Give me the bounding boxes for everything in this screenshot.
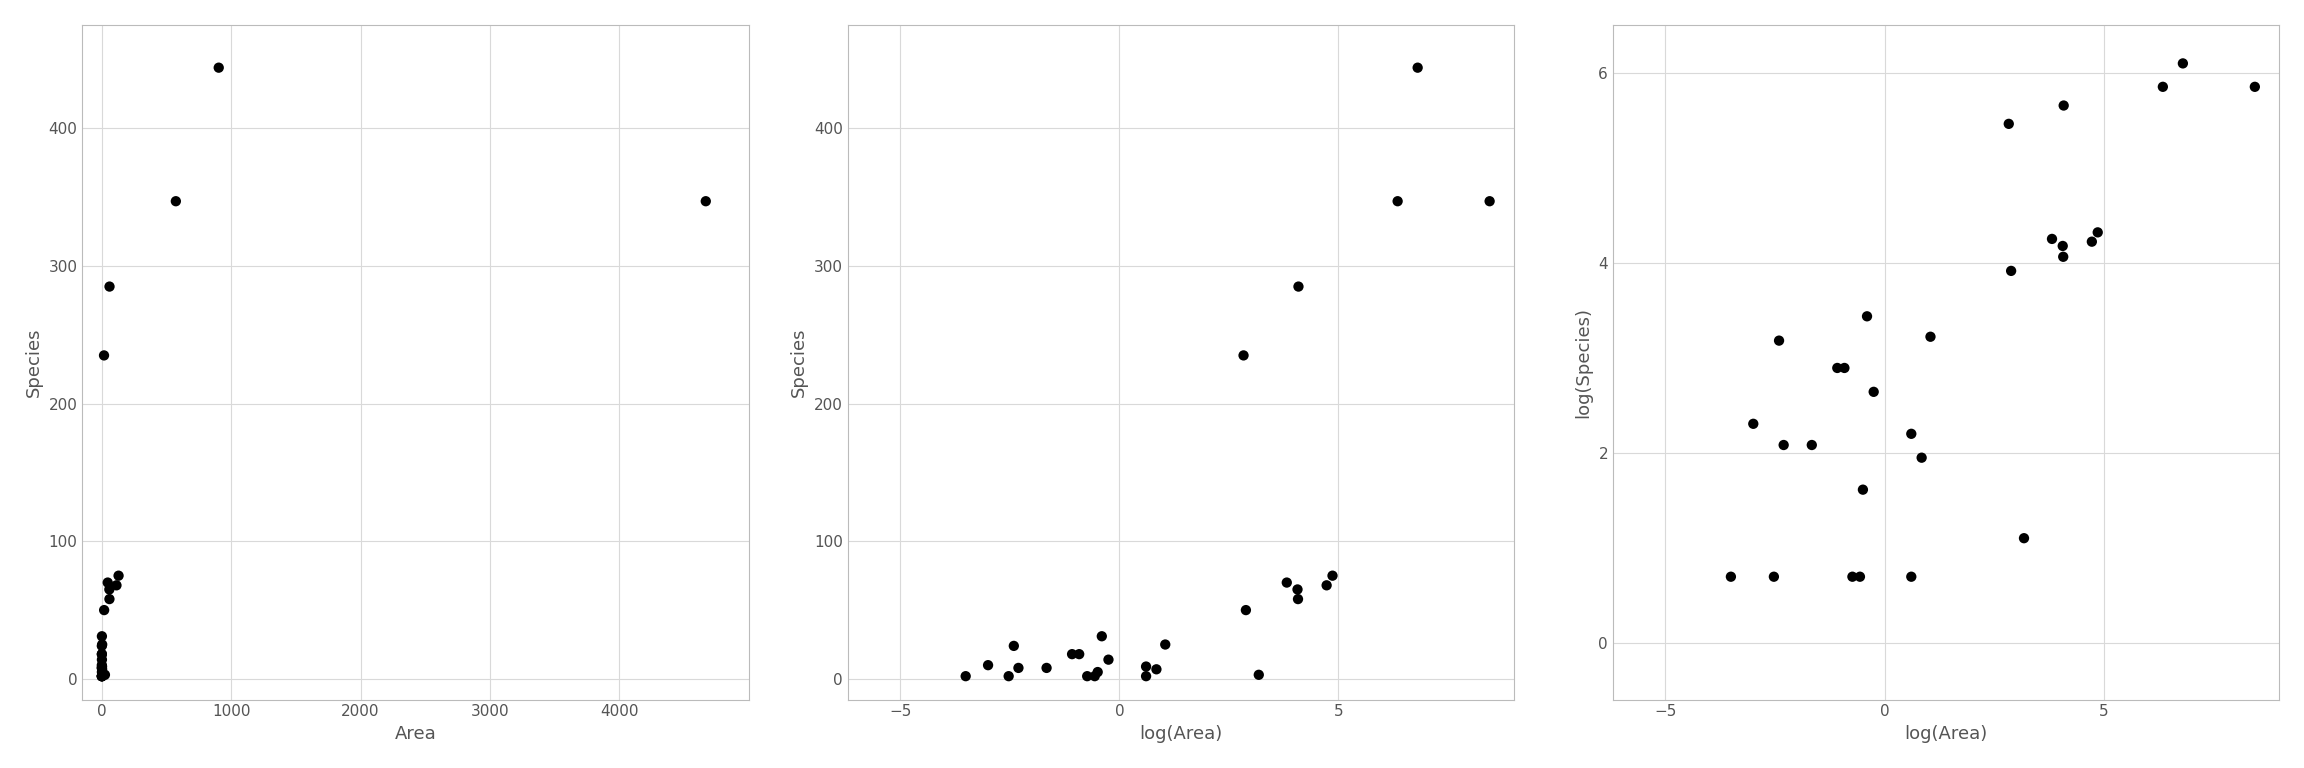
Point — [1380, 195, 1417, 207]
Point — [2078, 227, 2115, 239]
Point — [83, 662, 120, 674]
Point — [83, 670, 120, 682]
Point — [1279, 584, 1316, 596]
Point — [1076, 670, 1113, 682]
Point — [83, 666, 120, 678]
Point — [1309, 579, 1346, 591]
Point — [2034, 233, 2071, 245]
Point — [1267, 577, 1304, 589]
Point — [2163, 58, 2200, 70]
Point — [1712, 571, 1749, 583]
Point — [1127, 660, 1164, 673]
X-axis label: Area: Area — [394, 725, 435, 743]
Point — [2145, 81, 2182, 93]
X-axis label: log(Area): log(Area) — [1138, 725, 1223, 743]
Point — [99, 579, 136, 591]
Point — [1993, 265, 2030, 277]
Point — [88, 669, 124, 681]
Point — [1279, 593, 1316, 605]
Point — [1894, 571, 1931, 583]
Point — [991, 670, 1028, 682]
Point — [83, 670, 120, 682]
Point — [1793, 439, 1829, 451]
Point — [1834, 571, 1871, 583]
Point — [83, 670, 120, 682]
Point — [1912, 330, 1949, 343]
Point — [200, 61, 237, 74]
Point — [83, 663, 120, 675]
Point — [1903, 452, 1940, 464]
Point — [1060, 648, 1097, 660]
Point — [1855, 386, 1892, 398]
Point — [1226, 349, 1263, 362]
Point — [99, 570, 136, 582]
Point — [1228, 604, 1265, 616]
Y-axis label: Species: Species — [25, 327, 44, 397]
X-axis label: log(Area): log(Area) — [1905, 725, 1988, 743]
Point — [83, 654, 120, 666]
Point — [83, 659, 120, 671]
Point — [85, 349, 122, 362]
Point — [1083, 630, 1120, 642]
Point — [947, 670, 984, 682]
Y-axis label: Species: Species — [790, 327, 809, 397]
Point — [92, 593, 129, 605]
Point — [90, 577, 127, 589]
Point — [1313, 570, 1350, 582]
Point — [1069, 670, 1106, 682]
Point — [2044, 240, 2081, 252]
Point — [1765, 439, 1802, 451]
Point — [2044, 250, 2081, 263]
Point — [83, 648, 120, 660]
Point — [2046, 99, 2083, 111]
Point — [92, 280, 129, 293]
Point — [1138, 663, 1175, 675]
Point — [1827, 362, 1864, 374]
Point — [1399, 61, 1435, 74]
Point — [970, 659, 1007, 671]
Point — [995, 640, 1032, 652]
Point — [1894, 428, 1931, 440]
Point — [1028, 662, 1064, 674]
Point — [1991, 118, 2028, 130]
Point — [1818, 362, 1855, 374]
Point — [1760, 335, 1797, 347]
Point — [83, 638, 120, 650]
Point — [83, 670, 120, 682]
Point — [2004, 532, 2041, 545]
Point — [1147, 638, 1184, 650]
Point — [1078, 666, 1115, 678]
Point — [1841, 571, 1878, 583]
Point — [1846, 484, 1882, 496]
Point — [83, 662, 120, 674]
Point — [2237, 81, 2274, 93]
Point — [1053, 648, 1090, 660]
Point — [157, 195, 194, 207]
Point — [90, 584, 127, 596]
Point — [1735, 418, 1772, 430]
Point — [1756, 571, 1793, 583]
Y-axis label: log(Species): log(Species) — [1574, 306, 1592, 418]
Point — [83, 660, 120, 673]
Point — [83, 630, 120, 642]
Point — [1848, 310, 1885, 323]
Point — [1240, 669, 1276, 681]
Point — [2074, 236, 2110, 248]
Point — [1127, 670, 1164, 682]
Point — [1000, 662, 1037, 674]
Point — [1281, 280, 1318, 293]
Point — [1472, 195, 1509, 207]
Point — [83, 648, 120, 660]
Point — [1090, 654, 1127, 666]
Point — [85, 604, 122, 616]
Point — [83, 640, 120, 652]
Point — [83, 670, 120, 682]
Point — [687, 195, 723, 207]
